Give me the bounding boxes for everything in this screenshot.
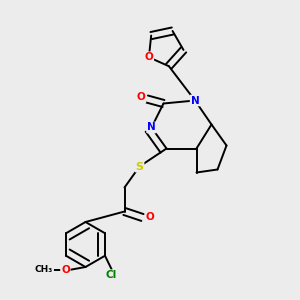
- Text: N: N: [147, 122, 156, 133]
- Text: O: O: [61, 265, 70, 275]
- Text: CH₃: CH₃: [35, 266, 53, 274]
- Text: O: O: [145, 52, 153, 62]
- Text: O: O: [136, 92, 146, 103]
- Text: N: N: [190, 95, 200, 106]
- Text: Cl: Cl: [106, 270, 117, 280]
- Text: S: S: [136, 161, 143, 172]
- Text: O: O: [146, 212, 154, 223]
